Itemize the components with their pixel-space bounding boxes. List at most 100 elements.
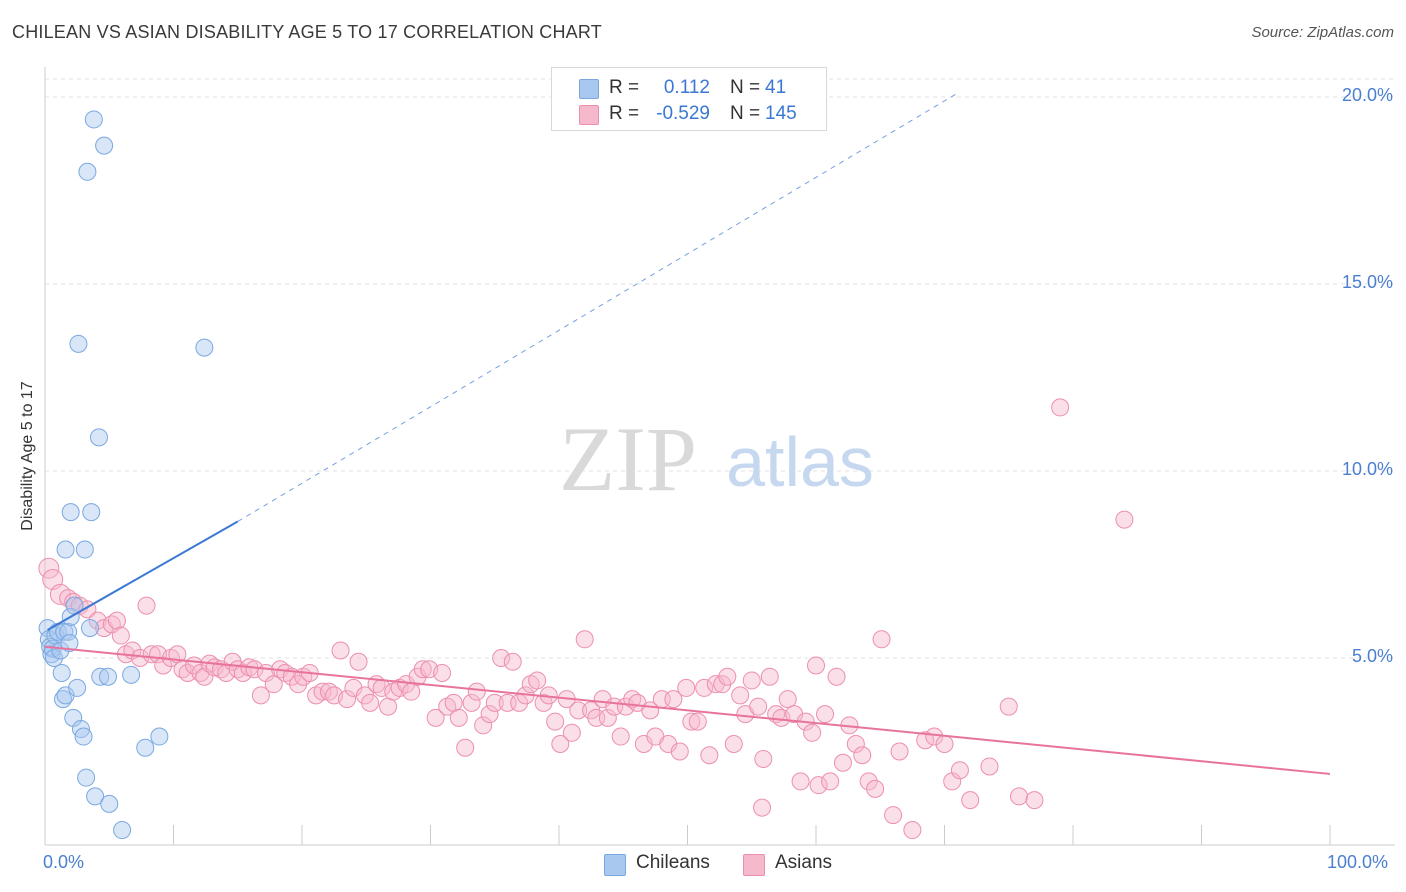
chart-title: CHILEAN VS ASIAN DISABILITY AGE 5 TO 17 … <box>12 22 602 42</box>
asian-point <box>688 712 707 731</box>
asian-point <box>467 682 486 701</box>
grid-lines <box>45 78 1395 659</box>
asian-point <box>485 693 504 712</box>
watermark: ZIP atlas <box>559 408 874 510</box>
y-axis-label: Disability Age 5 to 17 <box>19 381 36 531</box>
chilean-point <box>113 821 132 840</box>
asian-point <box>935 735 954 754</box>
asian-point <box>791 772 810 791</box>
asian-point <box>474 716 493 735</box>
legend-swatch-chileans <box>604 854 626 876</box>
asian-point <box>664 690 683 709</box>
chilean-point <box>69 334 88 353</box>
y-tick-label: 20.0% <box>1341 85 1393 105</box>
asian-point <box>731 686 750 705</box>
chilean-point <box>75 540 94 559</box>
asian-point <box>264 675 283 694</box>
y-tick-label: 10.0% <box>1341 459 1393 479</box>
asian-point <box>961 791 980 810</box>
asian-point <box>1115 510 1134 529</box>
asian-point <box>827 667 846 686</box>
chilean-point <box>68 678 87 697</box>
x-tick-label-max: 100.0% <box>1327 852 1389 872</box>
asian-point <box>815 705 834 724</box>
chilean-point <box>84 110 103 129</box>
asian-point <box>803 723 822 742</box>
legend-r-label: R = <box>609 103 640 124</box>
asian-point <box>38 557 60 579</box>
asian-point <box>695 678 714 697</box>
asian-point <box>492 649 511 667</box>
asian-point <box>853 746 872 765</box>
trend-lines <box>44 92 1331 775</box>
asian-point <box>753 798 772 817</box>
asian-point <box>349 652 368 671</box>
asian-point <box>821 772 840 791</box>
chilean-point <box>98 667 117 686</box>
chilean-point <box>91 667 110 686</box>
asian-point <box>562 723 581 742</box>
chilean-point <box>80 619 99 638</box>
asian-point <box>449 708 468 727</box>
asian-point <box>313 682 332 701</box>
legend-n-value: 145 <box>765 103 797 124</box>
asian-point <box>670 742 689 761</box>
asian-point <box>379 697 398 716</box>
asian-point <box>1051 398 1070 417</box>
chilean-point <box>195 338 214 357</box>
asian-point <box>872 630 891 649</box>
asian-point <box>846 735 865 754</box>
asian-point <box>754 749 773 768</box>
asian-point <box>551 735 570 754</box>
chilean-point <box>95 136 114 155</box>
asian-point <box>154 656 173 675</box>
legend-label-chileans: Chileans <box>636 852 710 873</box>
asian-point <box>107 611 126 630</box>
asian-point <box>88 611 107 630</box>
asian-point <box>251 686 270 705</box>
asian-point <box>833 753 852 772</box>
correlation-legend: R = 0.112 N = 41 R = -0.529 N = 145 <box>551 67 827 131</box>
watermark-atlas: atlas <box>726 423 874 501</box>
asian-point <box>749 697 768 716</box>
chilean-point <box>100 794 119 813</box>
chilean-point <box>60 634 79 653</box>
legend-n-label: N = <box>730 77 761 98</box>
asian-point <box>760 667 779 686</box>
chilean-point <box>89 428 108 447</box>
asian-point <box>331 641 350 660</box>
asian-point <box>903 821 922 840</box>
chileans-points <box>38 110 214 840</box>
chilean-point <box>74 727 93 746</box>
source-label: Source: ZipAtlas.com <box>1251 24 1394 41</box>
asian-point <box>809 776 828 795</box>
asian-point <box>677 678 696 697</box>
chilean-point <box>82 503 101 522</box>
legend-r-label: R = <box>609 77 640 98</box>
chilean-point <box>55 622 74 641</box>
asian-point <box>682 712 701 731</box>
axes <box>44 67 1395 846</box>
asian-point <box>137 596 156 615</box>
asians-trend-line <box>44 645 1331 775</box>
asian-point <box>950 761 969 780</box>
x-tick-label-min: 0.0% <box>43 852 85 872</box>
chilean-point <box>52 663 71 682</box>
y-tick-label: 15.0% <box>1341 272 1393 292</box>
legend-r-value: -0.529 <box>656 103 710 124</box>
chileans-trend-line <box>47 520 239 631</box>
asian-point <box>859 772 878 791</box>
asian-point <box>111 626 130 645</box>
asian-point <box>598 708 617 727</box>
asian-point <box>1010 787 1029 806</box>
asian-point <box>742 671 761 690</box>
asian-point <box>503 652 522 671</box>
asian-point <box>611 727 630 746</box>
asian-point <box>807 656 825 675</box>
asian-point <box>700 746 719 765</box>
chilean-point <box>78 162 97 181</box>
asian-point <box>444 693 463 712</box>
asian-point <box>426 708 445 727</box>
asian-point <box>402 682 421 701</box>
